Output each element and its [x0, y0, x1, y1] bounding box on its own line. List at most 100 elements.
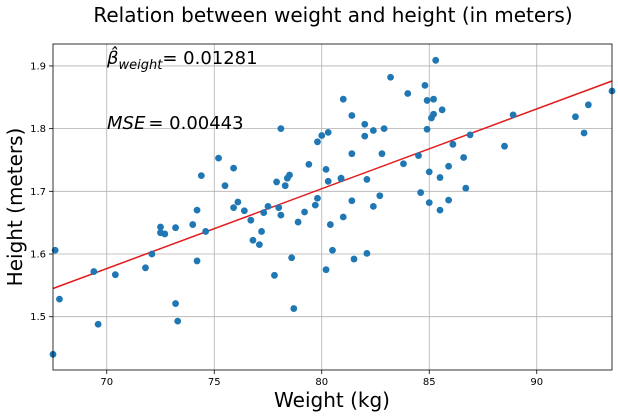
data-point — [202, 228, 210, 235]
data-point — [197, 172, 205, 180]
data-point — [369, 127, 377, 134]
data-point — [423, 97, 431, 104]
data-point — [322, 165, 330, 173]
data-point — [90, 268, 98, 275]
annotation-beta: β̂weight= 0.01281 — [106, 46, 258, 73]
y-tick-label: 1.5 — [30, 312, 46, 323]
data-point — [51, 246, 59, 254]
data-point — [264, 202, 272, 210]
data-point — [277, 211, 285, 219]
y-tick-label: 1.9 — [30, 61, 46, 72]
data-point — [271, 271, 278, 279]
data-point — [363, 176, 371, 183]
data-point — [286, 171, 293, 179]
data-point — [258, 228, 265, 235]
data-point — [189, 221, 197, 228]
data-point — [584, 101, 592, 109]
data-point — [339, 213, 347, 221]
data-point — [509, 111, 517, 119]
data-point — [94, 320, 102, 328]
data-point — [438, 106, 446, 114]
regression-line — [52, 80, 613, 290]
data-point — [161, 230, 169, 238]
data-point — [430, 110, 437, 118]
data-point — [404, 90, 412, 97]
data-point — [329, 246, 336, 254]
x-tick-label: 70 — [100, 377, 113, 388]
x-tick-label: 75 — [208, 377, 221, 388]
data-point — [348, 112, 356, 119]
data-point — [314, 194, 321, 202]
data-point — [174, 317, 182, 325]
data-point — [580, 129, 588, 137]
data-point — [172, 300, 179, 307]
x-tick-label: 90 — [530, 377, 543, 388]
data-point — [326, 221, 334, 228]
annotation-mse-value: = 0.00443 — [148, 113, 243, 134]
data-point — [445, 196, 452, 204]
annotation-mse-label: MSE — [107, 113, 146, 134]
data-point — [361, 132, 369, 140]
data-point — [415, 152, 422, 159]
data-point — [148, 250, 156, 258]
data-point — [215, 154, 222, 162]
annotation-mse: MSE = 0.00443 — [107, 113, 244, 134]
data-point — [230, 204, 238, 212]
annotation-beta-label: β̂ — [106, 46, 119, 69]
data-point — [376, 192, 384, 200]
data-point — [423, 125, 431, 133]
data-point — [301, 208, 308, 216]
grid — [53, 44, 612, 370]
data-point — [249, 236, 257, 244]
data-points — [49, 56, 616, 358]
data-point — [348, 150, 356, 158]
data-point — [380, 125, 388, 133]
annotation-beta-subscript: weight — [119, 58, 164, 73]
data-point — [294, 218, 302, 226]
data-point — [240, 207, 248, 215]
data-point — [221, 182, 229, 190]
annotation-beta-value: = 0.01281 — [162, 48, 257, 69]
data-point — [361, 120, 369, 128]
data-point — [322, 266, 330, 274]
chart-title: Relation between weight and height (in m… — [93, 3, 572, 27]
data-point — [56, 295, 63, 303]
data-point — [445, 162, 452, 170]
data-point — [318, 132, 326, 139]
data-point — [430, 95, 437, 103]
data-point — [273, 178, 280, 186]
data-point — [193, 257, 201, 265]
data-point — [230, 164, 238, 172]
data-point — [260, 209, 268, 217]
y-tick-label: 1.6 — [30, 250, 46, 261]
data-point — [234, 198, 242, 206]
data-point — [142, 264, 149, 272]
y-tick-label: 1.8 — [30, 124, 46, 135]
data-point — [288, 254, 296, 262]
data-point — [501, 142, 508, 150]
data-point — [425, 168, 433, 176]
plot-frame — [52, 43, 613, 371]
data-point — [281, 182, 289, 190]
y-axis-label: Height (meters) — [3, 128, 27, 287]
data-point — [460, 154, 468, 161]
data-point — [572, 113, 579, 121]
data-point — [305, 160, 313, 168]
data-point — [432, 56, 440, 64]
data-point — [256, 241, 263, 249]
data-point — [466, 131, 474, 139]
data-point — [157, 223, 164, 231]
y-tick-label: 1.7 — [30, 187, 46, 198]
data-point — [314, 138, 321, 146]
data-point — [339, 95, 347, 103]
data-point — [436, 206, 444, 214]
data-point — [363, 249, 371, 257]
data-point — [111, 271, 119, 279]
data-point — [275, 204, 283, 212]
data-point — [350, 255, 358, 263]
data-point — [462, 184, 470, 192]
data-point — [324, 177, 332, 185]
data-point — [369, 202, 377, 210]
x-tick-label: 80 — [315, 377, 328, 388]
x-tick-label: 85 — [423, 377, 436, 388]
